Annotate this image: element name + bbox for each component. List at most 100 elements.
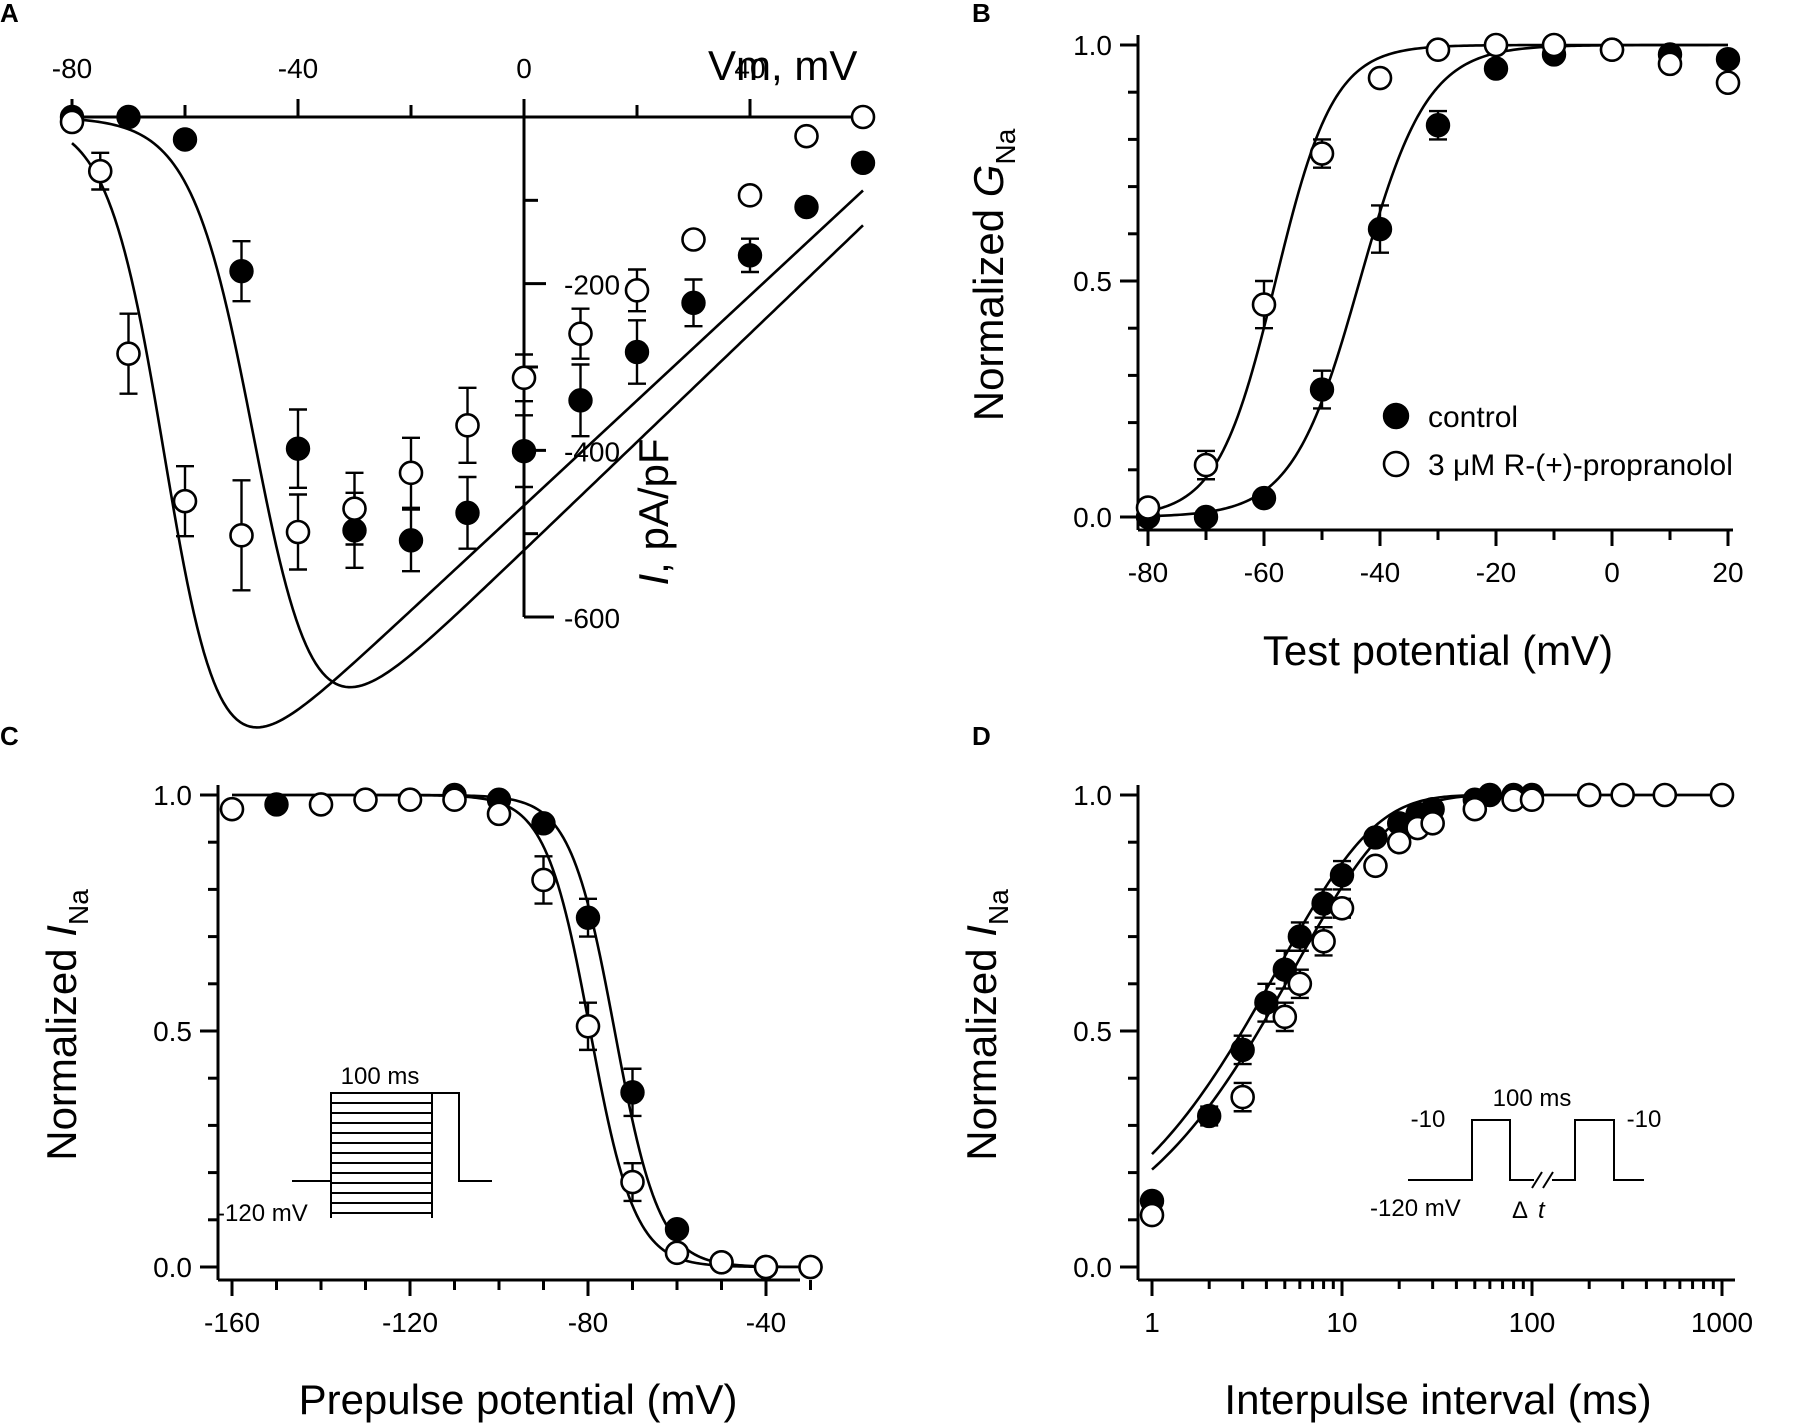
data-point-control (620, 1080, 645, 1105)
data-point-control (1483, 56, 1509, 81)
data-point-control (1425, 113, 1451, 138)
x-tick-label: 1000 (1691, 1307, 1753, 1338)
data-point-control (1715, 46, 1741, 72)
x-tick-label: -20 (1476, 557, 1516, 588)
fit-curve-control (71, 117, 864, 689)
legend-marker-propranolol (1382, 450, 1410, 478)
data-point-propranolol (1193, 452, 1219, 478)
panel-d-letter: D (972, 721, 991, 751)
data-point-control (1193, 504, 1219, 530)
x-tick-label: -80 (1128, 557, 1168, 588)
data-point-propranolol (1287, 971, 1313, 997)
panel-b-letter: B (972, 0, 991, 28)
data-point-propranolol (1309, 141, 1335, 166)
data-point-propranolol (116, 341, 141, 366)
data-point-control (511, 438, 537, 464)
y-tick-label: 1.0 (1073, 30, 1112, 61)
y-tick-label: 0.0 (153, 1252, 192, 1283)
data-point-control (455, 500, 480, 526)
data-point-propranolol (531, 867, 556, 893)
y-axis-label: I, pA/pF (630, 438, 677, 585)
y-tick-label: 0.0 (1073, 502, 1112, 533)
data-point-control (737, 243, 763, 268)
x-tick-label: -80 (52, 53, 92, 84)
data-point-propranolol (1657, 51, 1683, 77)
inset-step-label-left: -10 (1411, 1106, 1446, 1133)
data-point-control (1329, 863, 1355, 888)
data-point-propranolol (798, 1254, 823, 1280)
data-point-propranolol (1251, 292, 1277, 317)
x-tick-label: -40 (746, 1307, 786, 1338)
data-point-propranolol (285, 519, 311, 545)
panel-c-letter: C (0, 721, 19, 751)
x-tick-label: -80 (568, 1307, 608, 1338)
data-point-propranolol (1272, 1004, 1298, 1030)
data-point-control (342, 518, 367, 543)
x-axis-label: Test potential (mV) (1263, 627, 1613, 674)
inset-holding-label: -120 mV (1370, 1195, 1461, 1222)
y-tick-label: 1.0 (1073, 780, 1112, 811)
x-tick-label: -60 (1244, 557, 1284, 588)
data-point-propranolol (511, 365, 537, 391)
data-point-propranolol (568, 321, 593, 346)
data-point-control (624, 339, 650, 365)
data-point-propranolol (1386, 829, 1412, 855)
data-point-propranolol (342, 496, 367, 521)
data-point-control (575, 905, 601, 930)
panel-d-recovery: 1 10 100 1000 0.0 0.5 1.0 Interpulse interval (… (958, 780, 1753, 1423)
y-axis-label: Normalized INa (38, 889, 94, 1161)
y-tick-label: 0.0 (1073, 1252, 1112, 1283)
inset-step-label-right: -10 (1627, 1106, 1662, 1133)
data-point-propranolol (1462, 796, 1488, 822)
data-point-propranolol (1715, 70, 1741, 96)
data-point-propranolol (624, 278, 650, 303)
data-point-control (1367, 216, 1393, 242)
x-tick-label: 0 (1604, 557, 1620, 588)
data-point-propranolol (172, 488, 198, 514)
inset-duration-label: 100 ms (341, 1063, 420, 1090)
data-point-propranolol (620, 1169, 645, 1195)
data-point-control (568, 388, 593, 413)
inset-break-mark (1531, 1171, 1543, 1189)
data-point-control (1272, 957, 1298, 982)
data-point-control (264, 792, 289, 817)
x-tick-label: 1 (1144, 1307, 1160, 1338)
y-tick-label: -600 (564, 603, 620, 634)
legend-marker-control (1382, 402, 1410, 430)
data-point-propranolol (87, 158, 113, 184)
data-point-control (1196, 1103, 1222, 1129)
data-point-control (1254, 990, 1279, 1015)
x-tick-label: -40 (278, 53, 318, 84)
y-axis-label: Normalized GNa (965, 128, 1021, 421)
y-tick-label: -200 (564, 270, 620, 301)
y-tick-label: 1.0 (153, 780, 192, 811)
data-point-control (172, 127, 198, 152)
x-tick-label: 100 (1509, 1307, 1556, 1338)
data-point-propranolol (1363, 853, 1388, 879)
data-point-propranolol (850, 104, 876, 130)
y-tick-label: 0.5 (1073, 266, 1112, 297)
inset-break-mark (1542, 1171, 1554, 1189)
x-axis-label: Interpulse interval (ms) (1224, 1376, 1651, 1423)
panel-a-letter: A (0, 0, 19, 28)
data-point-propranolol (442, 787, 467, 813)
x-tick-label: -120 (382, 1307, 438, 1338)
inset-delta-symbol: Δ (1512, 1197, 1528, 1224)
data-point-control (229, 258, 254, 284)
data-point-propranolol (229, 523, 254, 548)
inset-protocol: 100 ms -120 mV (217, 1063, 492, 1227)
y-axis-label: Normalized INa (958, 889, 1014, 1161)
inset-pulse-1 (1408, 1119, 1534, 1181)
data-point-propranolol (486, 801, 512, 827)
data-point-control (1287, 924, 1313, 949)
inset-pulse-trace (292, 1092, 492, 1182)
data-point-propranolol (1139, 1202, 1165, 1228)
data-point-propranolol (1652, 782, 1678, 808)
inset-pulse-2 (1552, 1119, 1644, 1181)
data-point-propranolol (1367, 65, 1393, 91)
data-point-propranolol (1420, 811, 1445, 836)
data-point-propranolol (681, 227, 706, 252)
data-point-propranolol (219, 796, 245, 822)
